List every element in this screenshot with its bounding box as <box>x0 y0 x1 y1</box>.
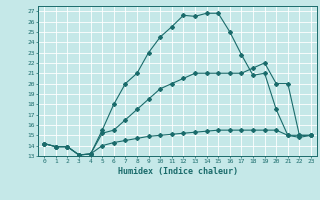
X-axis label: Humidex (Indice chaleur): Humidex (Indice chaleur) <box>118 167 238 176</box>
